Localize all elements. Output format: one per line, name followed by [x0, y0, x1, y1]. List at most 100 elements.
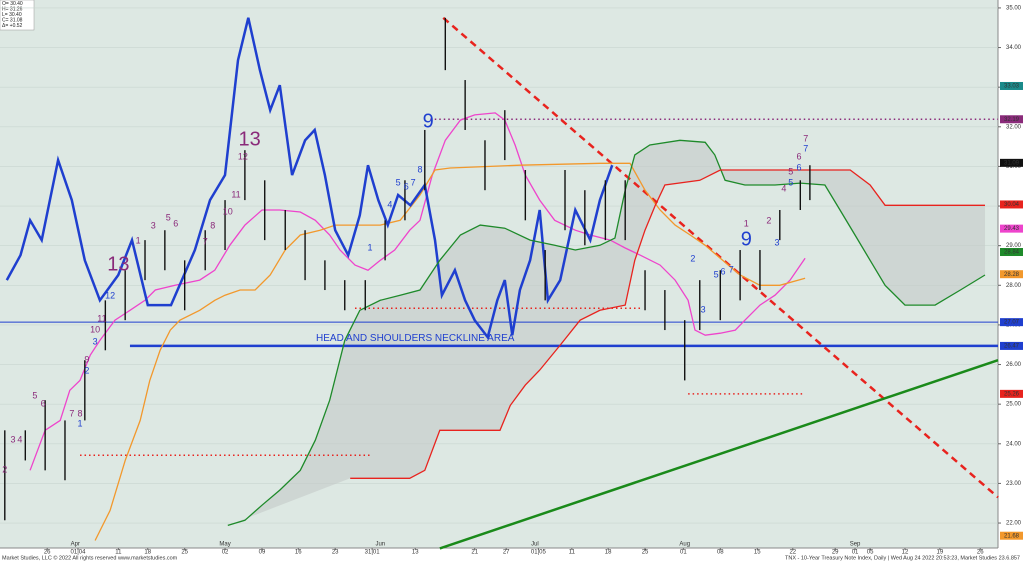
x-tick-label: 18 [605, 550, 612, 556]
series-line [227, 139, 986, 527]
y-tick-label: 24.00 [1006, 441, 1022, 447]
x-tick-label: 21 [471, 550, 478, 556]
count-label: 6 [173, 219, 178, 229]
count-label: 5 [788, 166, 793, 176]
price-tag [1000, 531, 1023, 540]
y-tick-label: 35.00 [1006, 6, 1022, 12]
y-tick-label: 22.00 [1006, 521, 1022, 527]
count-label: 5 [714, 269, 719, 279]
price-tag-label: 33.03 [1004, 84, 1020, 90]
count-label: 4 [781, 183, 786, 193]
month-label: Sep [850, 542, 861, 548]
x-tick-label: 11 [569, 550, 576, 556]
price-tag [1000, 341, 1023, 350]
y-tick-label: 26.00 [1006, 362, 1022, 368]
count-label: 2 [690, 254, 695, 264]
x-tick-label: 25 [642, 550, 649, 556]
x-tick-label: 05 [867, 550, 874, 556]
trendline [442, 16, 999, 499]
x-tick-label: 22 [789, 550, 796, 556]
count-label: 6 [796, 162, 801, 172]
count-label: 3 [151, 221, 156, 231]
count-label: 1 [78, 419, 83, 429]
count-label: 1 [136, 236, 141, 246]
count-label: 12 [105, 290, 115, 300]
series-line [5, 17, 614, 340]
count-label: 3 [701, 305, 706, 315]
price-tag [1000, 81, 1023, 90]
price-tag-label: 26.47 [1004, 343, 1020, 349]
count-label: 2 [2, 465, 7, 475]
count-label: 5 [788, 177, 793, 187]
count-label: 12 [238, 151, 248, 161]
price-tag-label: 25.26 [1004, 391, 1020, 397]
y-tick-label: 23.00 [1006, 481, 1022, 487]
count-label: 7 [803, 143, 808, 153]
count-label: 8 [78, 408, 83, 418]
price-tag-label: 29.43 [1004, 226, 1020, 232]
month-label: Jun [375, 542, 385, 548]
count-label: 9 [84, 355, 89, 365]
x-tick-label: 23 [332, 550, 339, 556]
price-tag-label: 32.19 [1004, 117, 1020, 123]
count-label: 6 [721, 267, 726, 277]
info-box: O= 30.40H= 31.26L= 30.40C= 31.08Δ= +0.52 [0, 0, 35, 31]
count-label: 5 [396, 177, 401, 187]
count-label: 13 [107, 253, 129, 275]
count-label: 5 [32, 391, 37, 401]
count-label: 6 [404, 181, 409, 191]
price-tag-label: 30.04 [1004, 202, 1020, 208]
x-tick-label: 12 [902, 550, 909, 556]
count-label: 2 [766, 215, 771, 225]
info-box-bg [0, 0, 35, 31]
x-tick-label: 08 [717, 550, 724, 556]
series-line [29, 112, 806, 471]
price-tag [1000, 248, 1023, 257]
count-label: 3 [93, 337, 98, 347]
count-label: 10 [90, 324, 100, 334]
y-tick-label: 29.00 [1006, 243, 1022, 249]
info-line: C= 31.08 [2, 17, 23, 23]
x-tick-label: 19 [937, 550, 944, 556]
cloud-fill [227, 140, 986, 526]
y-tick-label: 28.00 [1006, 283, 1022, 289]
price-tag-label: 28.84 [1004, 250, 1020, 256]
count-label: 8 [210, 221, 215, 231]
x-tick-label: 02 [222, 550, 229, 556]
count-label: 3 [10, 435, 15, 445]
series-line [350, 169, 985, 479]
x-tick-label: 16 [295, 550, 302, 556]
y-tick-label: 25.00 [1006, 402, 1022, 408]
count-label: 2 [84, 366, 89, 376]
count-label: 8 [417, 164, 422, 174]
month-label: Jul [531, 542, 539, 548]
price-tag [1000, 200, 1023, 209]
count-label: 7 [803, 133, 808, 143]
count-label: 13 [239, 129, 261, 151]
price-tag [1000, 158, 1023, 167]
count-label: 7 [203, 236, 208, 246]
price-tag [1000, 389, 1023, 398]
x-tick-label: 26 [44, 550, 51, 556]
x-tick-label: 25 [181, 550, 188, 556]
count-label: 4 [17, 435, 22, 445]
price-tag-label: 27.07 [1004, 320, 1020, 326]
month-label: Aug [679, 542, 690, 548]
info-line: O= 30.40 [2, 1, 23, 7]
count-label: 10 [223, 206, 233, 216]
info-line: L= 30.40 [2, 12, 22, 18]
price-tag-label: 28.28 [1004, 272, 1020, 278]
price-tag [1000, 318, 1023, 327]
count-label: 11 [97, 314, 106, 324]
price-tag [1000, 224, 1023, 233]
month-label: May [219, 542, 230, 548]
count-label: 3 [775, 238, 780, 248]
x-tick-label: 09 [259, 550, 266, 556]
count-label: 4 [387, 200, 392, 210]
info-line: Δ= +0.52 [2, 23, 23, 29]
x-tick-label: 01 [680, 550, 687, 556]
x-tick-label: 11 [115, 550, 122, 556]
x-tick-label: 01 [852, 550, 859, 556]
count-label: 6 [796, 151, 801, 161]
